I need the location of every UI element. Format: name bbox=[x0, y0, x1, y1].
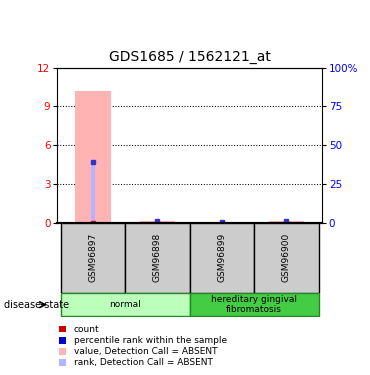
Text: GSM96900: GSM96900 bbox=[282, 233, 291, 282]
Text: GSM96897: GSM96897 bbox=[88, 233, 97, 282]
Bar bbox=[75, 91, 111, 223]
Bar bbox=[254, 223, 319, 292]
Bar bbox=[125, 223, 190, 292]
Bar bbox=[61, 293, 190, 316]
Bar bbox=[61, 223, 125, 292]
Bar bbox=[190, 223, 254, 292]
Bar bbox=[91, 162, 95, 223]
Bar bbox=[139, 221, 175, 223]
Text: hereditary gingival
fibromatosis: hereditary gingival fibromatosis bbox=[211, 295, 297, 314]
Title: GDS1685 / 1562121_at: GDS1685 / 1562121_at bbox=[109, 50, 270, 64]
Text: GSM96898: GSM96898 bbox=[153, 233, 162, 282]
Bar bbox=[190, 293, 319, 316]
Text: normal: normal bbox=[109, 300, 141, 309]
Bar bbox=[284, 221, 289, 223]
Text: disease state: disease state bbox=[4, 300, 69, 310]
Text: GSM96899: GSM96899 bbox=[218, 233, 226, 282]
Bar bbox=[269, 221, 304, 223]
Bar bbox=[204, 222, 240, 223]
Text: count: count bbox=[74, 324, 100, 334]
Bar bbox=[155, 221, 159, 223]
Bar bbox=[220, 222, 224, 223]
Text: value, Detection Call = ABSENT: value, Detection Call = ABSENT bbox=[74, 347, 218, 356]
Text: percentile rank within the sample: percentile rank within the sample bbox=[74, 336, 227, 345]
Text: rank, Detection Call = ABSENT: rank, Detection Call = ABSENT bbox=[74, 358, 213, 368]
